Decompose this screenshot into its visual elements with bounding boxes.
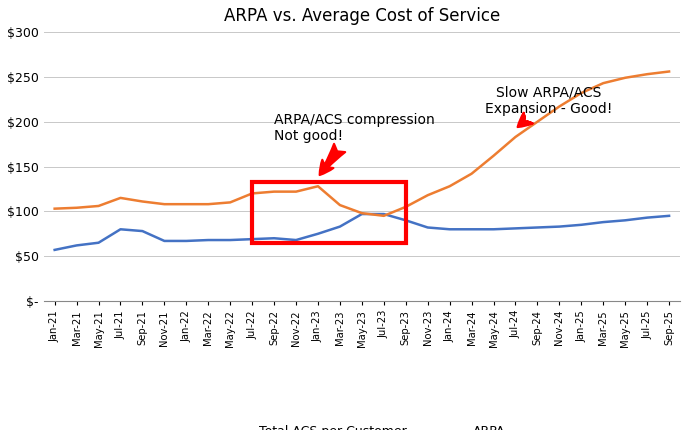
Total ACS per Customer	[643, 215, 651, 220]
Total ACS per Customer	[511, 226, 519, 231]
ARPA	[489, 153, 497, 158]
ARPA	[358, 211, 366, 216]
ARPA	[72, 205, 80, 210]
ARPA	[138, 199, 146, 204]
ARPA	[446, 184, 454, 189]
Total ACS per Customer	[380, 212, 388, 217]
ARPA	[270, 189, 278, 194]
ARPA	[424, 193, 432, 198]
Total ACS per Customer	[160, 238, 168, 243]
ARPA	[204, 202, 212, 207]
ARPA	[577, 90, 585, 95]
Total ACS per Customer	[116, 227, 124, 232]
Total ACS per Customer	[489, 227, 497, 232]
Total ACS per Customer	[533, 225, 541, 230]
Total ACS per Customer	[424, 225, 432, 230]
Total ACS per Customer	[446, 227, 454, 232]
ARPA	[467, 171, 475, 176]
Total ACS per Customer	[292, 237, 300, 243]
ARPA	[665, 69, 673, 74]
Total ACS per Customer	[336, 224, 344, 229]
Total ACS per Customer	[314, 231, 322, 236]
ARPA	[621, 75, 629, 80]
Total ACS per Customer	[555, 224, 563, 229]
ARPA	[116, 195, 124, 200]
Total ACS per Customer	[270, 236, 278, 241]
Total ACS per Customer	[138, 228, 146, 233]
Total ACS per Customer	[51, 247, 59, 252]
Text: ARPA/ACS compression
Not good!: ARPA/ACS compression Not good!	[274, 113, 435, 175]
Total ACS per Customer	[621, 218, 629, 223]
Total ACS per Customer	[358, 212, 366, 217]
ARPA	[94, 203, 102, 209]
ARPA	[292, 189, 300, 194]
Total ACS per Customer	[577, 222, 585, 227]
ARPA	[511, 134, 519, 139]
Total ACS per Customer	[665, 213, 673, 218]
Line: Total ACS per Customer: Total ACS per Customer	[55, 214, 669, 250]
Text: Slow ARPA/ACS
Expansion - Good!: Slow ARPA/ACS Expansion - Good!	[485, 86, 612, 127]
Legend: Total ACS per Customer, ARPA: Total ACS per Customer, ARPA	[213, 420, 510, 430]
Total ACS per Customer	[599, 220, 607, 225]
Bar	[252, 182, 406, 243]
Total ACS per Customer	[467, 227, 475, 232]
ARPA	[248, 191, 256, 196]
Total ACS per Customer	[182, 238, 190, 243]
Title: ARPA vs. Average Cost of Service: ARPA vs. Average Cost of Service	[224, 7, 500, 25]
Total ACS per Customer	[94, 240, 102, 245]
ARPA	[51, 206, 59, 211]
ARPA	[599, 80, 607, 86]
ARPA	[533, 119, 541, 124]
Total ACS per Customer	[204, 237, 212, 243]
ARPA	[402, 204, 410, 209]
ARPA	[160, 202, 168, 207]
Total ACS per Customer	[226, 237, 234, 243]
Line: ARPA: ARPA	[55, 71, 669, 216]
ARPA	[336, 203, 344, 208]
ARPA	[182, 202, 190, 207]
ARPA	[555, 104, 563, 109]
Total ACS per Customer	[402, 218, 410, 223]
ARPA	[226, 200, 234, 205]
Total ACS per Customer	[248, 237, 256, 242]
ARPA	[380, 213, 388, 218]
ARPA	[643, 72, 651, 77]
Total ACS per Customer	[72, 243, 80, 248]
ARPA	[314, 184, 322, 189]
